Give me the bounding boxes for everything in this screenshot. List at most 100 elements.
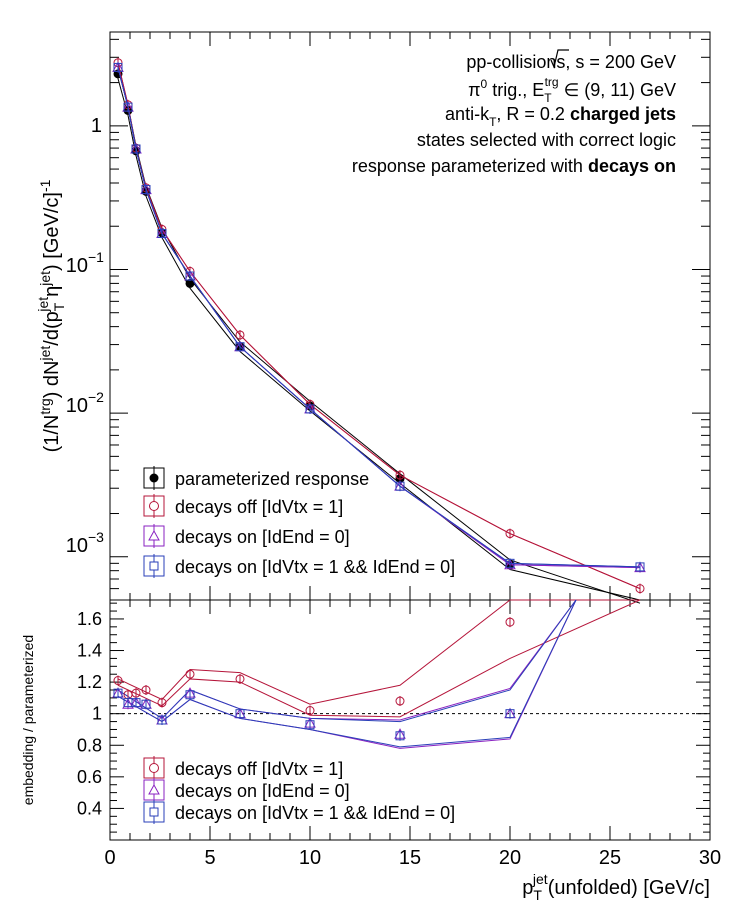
ratio-point [113,688,123,698]
ratio-point [131,698,141,708]
main-series [112,57,646,604]
main-point [235,342,245,352]
main-legend-entry-decays-off: decays off [IdVtx = 1] [143,494,343,518]
ratio-series-2 [113,688,515,741]
annotation-line-5: response parameterized with decays on [352,156,676,176]
main-point [635,562,645,572]
main-ytick-labels: 1 10 −1 10 −2 10 −3 [66,115,104,557]
ratio-legend-entry-decays-on-both: decays on [IdVtx = 1 && IdEnd = 0] [143,800,455,824]
xtick-10: 10 [299,847,321,869]
x-axis-label: pTjet(unfolded) [GeV/c] [522,871,710,903]
ratio-point [505,617,515,627]
main-legend-entry-decays-on-idend: decays on [IdEnd = 0] [143,524,350,548]
sqrt-sign [550,49,569,69]
main-point [131,144,141,154]
annotation-line-4: states selected with correct logic [417,130,676,150]
ratio-legend-label-2: decays on [IdVtx = 1 && IdEnd = 0] [175,803,455,823]
ratio-series-0 [113,617,515,716]
main-legend-label-2: decays on [IdEnd = 0] [175,527,350,547]
ratio-point [395,731,405,741]
ratio-band-upper [117,599,577,723]
xtick-25: 25 [599,847,621,869]
xtick-30: 30 [699,847,721,869]
main-point [504,558,516,570]
main-point [157,229,167,239]
main-series-3 [113,62,645,572]
ratio-point [157,715,167,725]
main-ticks [109,32,711,601]
ratio-legend-label-1: decays on [IdEnd = 0] [175,781,350,801]
ratio-point [141,685,151,695]
main-point [113,62,123,72]
ratio-band-lower [117,599,577,749]
ratio-point [235,674,245,684]
main-point [395,481,405,491]
ratio-point [122,698,134,709]
ratio-ytick-labels: 0.4 0.6 0.8 1 1.2 1.4 1.6 [77,609,102,818]
main-ytick-exp-0.1: −1 [88,249,104,265]
main-ylabel-text: (1/Ntrg) dNjet/d(pTjetηjet) [GeV/c]-1 [35,179,67,452]
main-point [185,271,195,281]
main-ytick-exp-0.001: −3 [88,529,104,545]
main-point [141,185,151,195]
main-point [123,102,133,112]
xtick-15: 15 [399,847,421,869]
main-point [505,529,515,539]
ratio-ytick-1: 1 [92,704,102,724]
ratio-band-upper [117,599,640,705]
main-legend-label-1: decays off [IdVtx = 1] [175,497,343,517]
xtick-labels: 0 5 10 15 20 25 30 [104,847,721,869]
ratio-point [157,698,167,708]
ratio-ytick-0.4: 0.4 [77,798,102,818]
main-legend: parameterized response decays off [IdVtx… [143,466,455,578]
main-ytick-label-0.01: 10 [66,395,88,417]
ratio-point [185,690,195,700]
ratio-band-1 [117,599,577,749]
ratio-series [112,599,641,749]
main-point [635,584,645,594]
annotation-line-3: anti-kT, R = 0.2 charged jets [445,104,676,129]
ratio-point [305,720,315,730]
main-legend-label-3: decays on [IdVtx = 1 && IdEnd = 0] [175,557,455,577]
ratio-point [505,709,515,719]
annotation-line-2: π0 trig., ETtrg ∈ (9, 11) GeV [468,75,676,105]
ratio-band-lower [117,599,577,748]
ratio-legend-label-0: decays off [IdVtx = 1] [175,759,343,779]
main-point [235,330,245,340]
main-legend-entry-parameterized: parameterized response [143,466,369,490]
ratio-ytick-1.2: 1.2 [77,672,102,692]
ratio-point [395,696,405,706]
main-point [505,558,515,568]
main-point [305,404,315,414]
annotation-line-1: pp-collisions, s = 200 GeV [466,52,676,72]
ratio-ylabel: embedding / parameterized [20,635,36,805]
annotation-block: pp-collisions, s = 200 GeV π0 trig., ETt… [352,49,676,176]
ratio-band-0 [117,599,641,718]
main-ytick-label-0.1: 10 [66,255,88,277]
ratio-point [113,676,123,686]
main-point [395,470,405,480]
xtick-20: 20 [499,847,521,869]
main-legend-label-0: parameterized response [175,469,369,489]
xtick-5: 5 [204,847,215,869]
main-legend-entry-decays-on-both: decays on [IdVtx = 1 && IdEnd = 0] [143,554,455,578]
main-ytick-exp-0.01: −2 [88,389,104,405]
ratio-ytick-1.4: 1.4 [77,641,102,661]
main-ylabel: (1/Ntrg) dNjet/d(pTjetηjet) [GeV/c]-1 [35,179,67,452]
ratio-point [305,706,315,716]
main-ytick-label-0.001: 10 [66,535,88,557]
ratio-ytick-1.6: 1.6 [77,609,102,629]
ratio-legend-entry-decays-on-idend: decays on [IdEnd = 0] [143,778,350,802]
ratio-ticks [109,600,711,841]
ratio-point [141,699,151,709]
xtick-0: 0 [104,847,115,869]
ratio-point [185,669,195,679]
ratio-point [235,709,245,719]
main-ytick-label-1: 1 [91,115,102,137]
ratio-legend: decays off [IdVtx = 1] decays on [IdEnd … [143,756,455,824]
ratio-band-lower [117,599,641,718]
ratio-band-2 [117,599,577,748]
ratio-ytick-0.8: 0.8 [77,735,102,755]
ratio-legend-entry-decays-off: decays off [IdVtx = 1] [143,756,343,780]
